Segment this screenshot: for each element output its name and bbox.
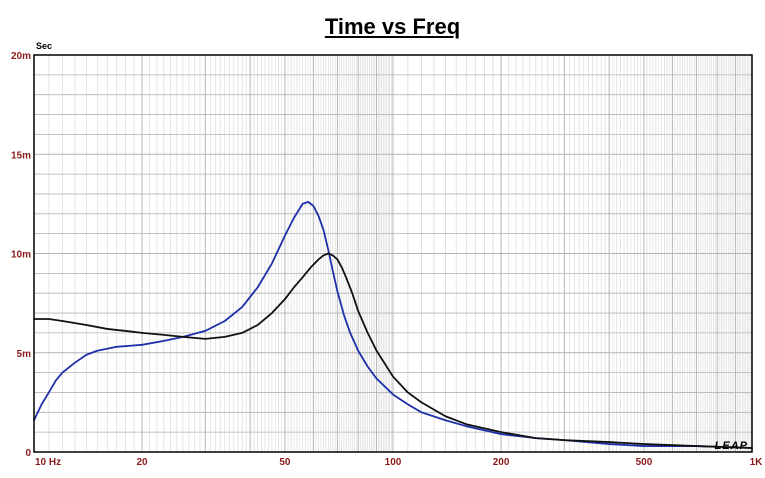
x-tick-label: 200 (493, 457, 510, 468)
leap-watermark: LEAP (715, 440, 748, 452)
x-tick-label: 1K (750, 457, 764, 468)
y-axis-unit-label: Sec (36, 41, 52, 51)
plot-frame (33, 54, 753, 453)
x-tick-label: 10 Hz (35, 457, 61, 468)
x-tick-label: 100 (385, 457, 402, 468)
series-layer (33, 200, 753, 449)
chart-title: Time vs Freq (324, 14, 461, 39)
x-tick-label: 20 (137, 457, 149, 468)
tick-labels: 10 Hz 20 50 100 200 500 1K 0 5m 10m 15m 20m (11, 51, 763, 468)
y-tick-label: 0 (25, 448, 31, 459)
x-tick-label: 50 (279, 457, 291, 468)
x-tick-label: 500 (636, 457, 653, 468)
y-tick-label: 10m (11, 250, 31, 261)
grid-lines (34, 55, 752, 452)
y-tick-label: 15m (11, 150, 31, 161)
y-tick-label: 5m (17, 349, 32, 360)
series-line-black (33, 252, 753, 449)
y-tick-label: 20m (11, 51, 31, 62)
series-line-blue (33, 200, 753, 449)
